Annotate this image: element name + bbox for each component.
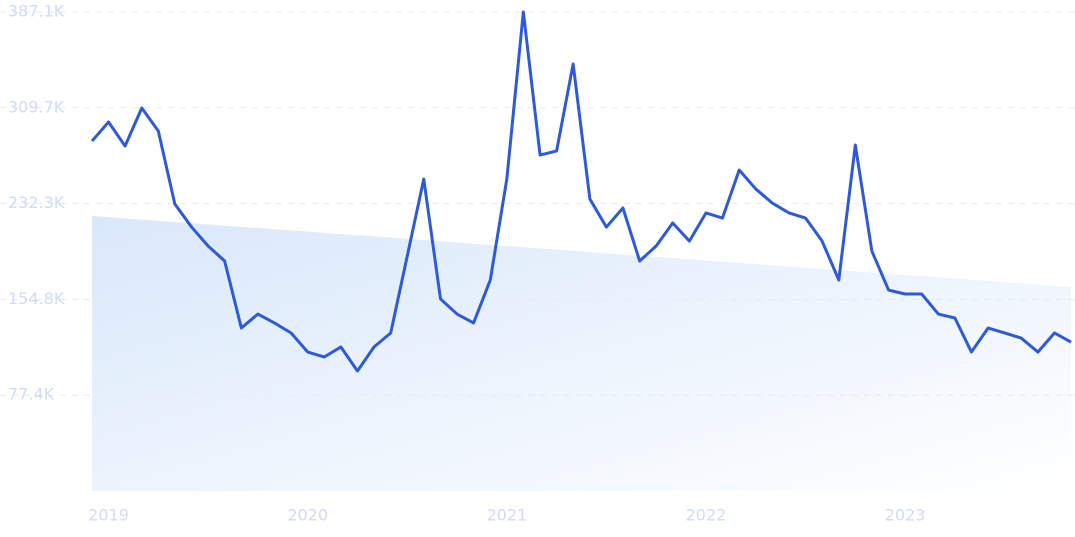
trend-area <box>92 216 1071 491</box>
y-tick-label: 77.4K <box>8 385 55 404</box>
line <box>90 10 1072 373</box>
y-tick-label: 154.8K <box>8 289 65 308</box>
y-tick-label: 309.7K <box>8 97 65 116</box>
y-tick-label: 232.3K <box>8 193 65 212</box>
x-tick-label: 2022 <box>686 506 727 525</box>
x-tick-label: 2021 <box>486 506 527 525</box>
x-tick-label: 2019 <box>88 506 129 525</box>
x-tick-label: 2023 <box>885 506 926 525</box>
y-tick-label: 387.1K <box>8 2 65 21</box>
x-tick-label: 2020 <box>287 506 328 525</box>
